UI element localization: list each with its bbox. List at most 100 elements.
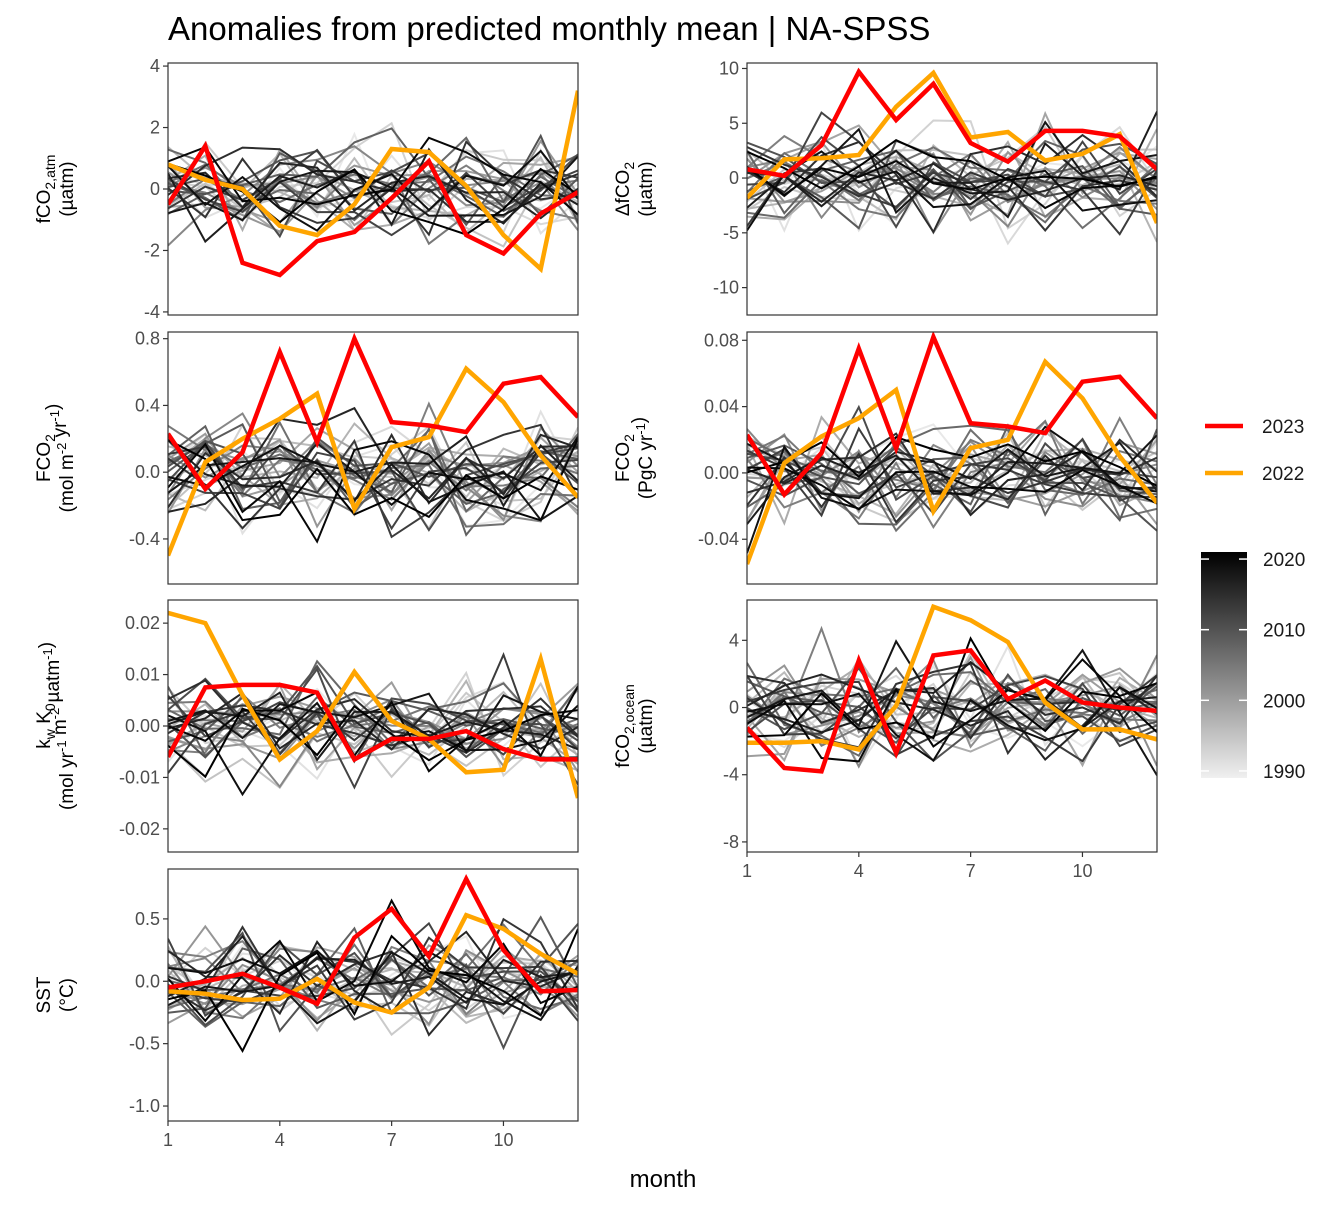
background-year-line	[168, 438, 578, 544]
colorbar	[1201, 552, 1247, 778]
series-line-2022	[168, 365, 578, 557]
series-line-2023	[168, 140, 578, 278]
background-year-line	[168, 697, 578, 755]
y-tick-label: 0.02	[125, 613, 160, 633]
y-tick-label: 4	[729, 630, 739, 650]
background-year-lines	[168, 121, 578, 248]
x-tick-label: 4	[275, 1130, 285, 1150]
y-tick-label: 0.0	[135, 462, 160, 482]
y-axis-title-line1: fCO2,ocean	[613, 684, 637, 768]
background-year-line	[168, 451, 578, 531]
x-tick-label: 7	[966, 861, 976, 881]
y-tick-label: 0.0	[135, 971, 160, 991]
background-year-line	[747, 673, 1157, 761]
y-tick-label: -0.5	[129, 1034, 160, 1054]
colorbar-label-2010: 2010	[1263, 621, 1305, 642]
y-tick-label: -1.0	[129, 1096, 160, 1116]
panel-kw-k0: -0.02 -0.01 0.00 0.01 0.02 kw K0(mol yr-1 m-2…	[34, 599, 579, 853]
y-tick-label: 0	[150, 179, 160, 199]
y-axis-title-line1: fCO2,atm	[34, 155, 58, 224]
x-tick-label: 10	[1072, 861, 1092, 881]
background-year-line	[168, 428, 578, 513]
panel-fco2-ocean: -8 -4 0 4 1 4 7 10 fCO2,ocean (µatm)	[613, 599, 1158, 881]
x-tick-label: 1	[742, 861, 752, 881]
y-tick-label: 0.01	[125, 665, 160, 685]
panel-delta-fco2: -10 -5 0 5 10 ΔfCO2 (µatm)	[613, 58, 1158, 316]
background-year-line	[747, 419, 1157, 507]
y-axis-title-line1: FCO2	[613, 434, 637, 482]
series-line-2022	[747, 69, 1157, 224]
panel-fco2-flux-area: -0.4 0.0 0.4 0.8 FCO2(mol m-2 yr-1)	[34, 329, 579, 585]
background-year-line	[747, 431, 1157, 509]
series-line-2023	[168, 682, 578, 763]
background-year-line	[747, 674, 1157, 740]
background-year-line	[747, 680, 1157, 753]
y-tick-label: 0.8	[135, 329, 160, 349]
background-year-line	[747, 150, 1157, 231]
y-tick-label: 0.00	[704, 463, 739, 483]
background-year-line	[747, 436, 1157, 487]
y-tick-label: -0.4	[129, 529, 160, 549]
background-year-line	[747, 139, 1157, 230]
panel-frame	[167, 868, 579, 1122]
y-tick-label: 0.4	[135, 395, 160, 415]
y-axis-title-line1: kw K0	[34, 703, 58, 749]
y-axis-title-line2: (mol yr-1 m-2 µatm-1)	[36, 642, 78, 810]
y-tick-label: -4	[723, 765, 739, 785]
series-line-2022	[168, 912, 578, 1015]
colorbar-label-1990: 1990	[1263, 762, 1305, 783]
background-year-line	[168, 148, 578, 210]
background-year-line	[168, 652, 578, 774]
background-year-line	[747, 675, 1157, 748]
background-year-line	[168, 692, 578, 754]
y-tick-label: 0.5	[135, 909, 160, 929]
background-year-line	[168, 714, 578, 789]
y-tick-label: -10	[713, 278, 739, 298]
y-tick-label: 2	[150, 118, 160, 138]
y-axis-title-line2: (µatm)	[636, 698, 657, 753]
background-year-line	[168, 156, 578, 235]
y-tick-label: 0.04	[704, 397, 739, 417]
legend-label-2023: 2023	[1262, 417, 1304, 438]
y-tick-label: -8	[723, 832, 739, 852]
panel-frame	[167, 331, 579, 585]
panel-frame	[746, 331, 1158, 585]
background-year-line	[747, 159, 1157, 210]
background-year-line	[168, 149, 578, 232]
series-line-2023	[747, 332, 1157, 499]
background-year-line	[747, 658, 1157, 763]
background-year-line	[168, 950, 578, 1037]
y-tick-label: 10	[719, 58, 739, 78]
background-year-lines	[747, 110, 1157, 246]
y-axis-title-line2: (µatm)	[636, 161, 657, 216]
y-tick-label: 0.08	[704, 330, 739, 350]
y-tick-label: -5	[723, 223, 739, 243]
background-year-line	[168, 928, 578, 1053]
y-axis-title-line2: (PgC yr-1)	[629, 417, 657, 499]
x-tick-label: 7	[387, 1130, 397, 1150]
series-line-2023	[168, 332, 578, 493]
y-tick-label: -0.01	[119, 767, 160, 787]
y-axis-title-line1: SST	[34, 976, 55, 1013]
colorbar-label-2000: 2000	[1263, 691, 1305, 712]
y-axis-title-line2: (mol m-2 yr-1)	[43, 404, 78, 513]
background-year-line	[168, 704, 578, 779]
y-tick-label: 5	[729, 113, 739, 133]
background-year-line	[168, 439, 578, 522]
series-line-2023	[747, 647, 1157, 774]
y-axis-title-line1: ΔfCO2	[613, 162, 637, 216]
y-axis-title-line2: (°C)	[57, 978, 78, 1012]
y-tick-label: -2	[144, 240, 160, 260]
x-tick-label: 10	[493, 1130, 513, 1150]
background-year-line	[168, 147, 578, 244]
background-year-line	[168, 936, 578, 1021]
panel-frame	[746, 62, 1158, 316]
background-year-line	[168, 136, 578, 216]
panel-fco2-flux-total: -0.04 0.00 0.04 0.08 FCO2 (PgC yr-1)	[613, 330, 1158, 585]
background-year-line	[168, 436, 578, 507]
y-axis-title-line2: (µatm)	[57, 161, 78, 216]
background-year-line	[168, 934, 578, 1005]
y-axis-title-line1: FCO2	[34, 434, 58, 482]
background-year-line	[747, 111, 1157, 219]
